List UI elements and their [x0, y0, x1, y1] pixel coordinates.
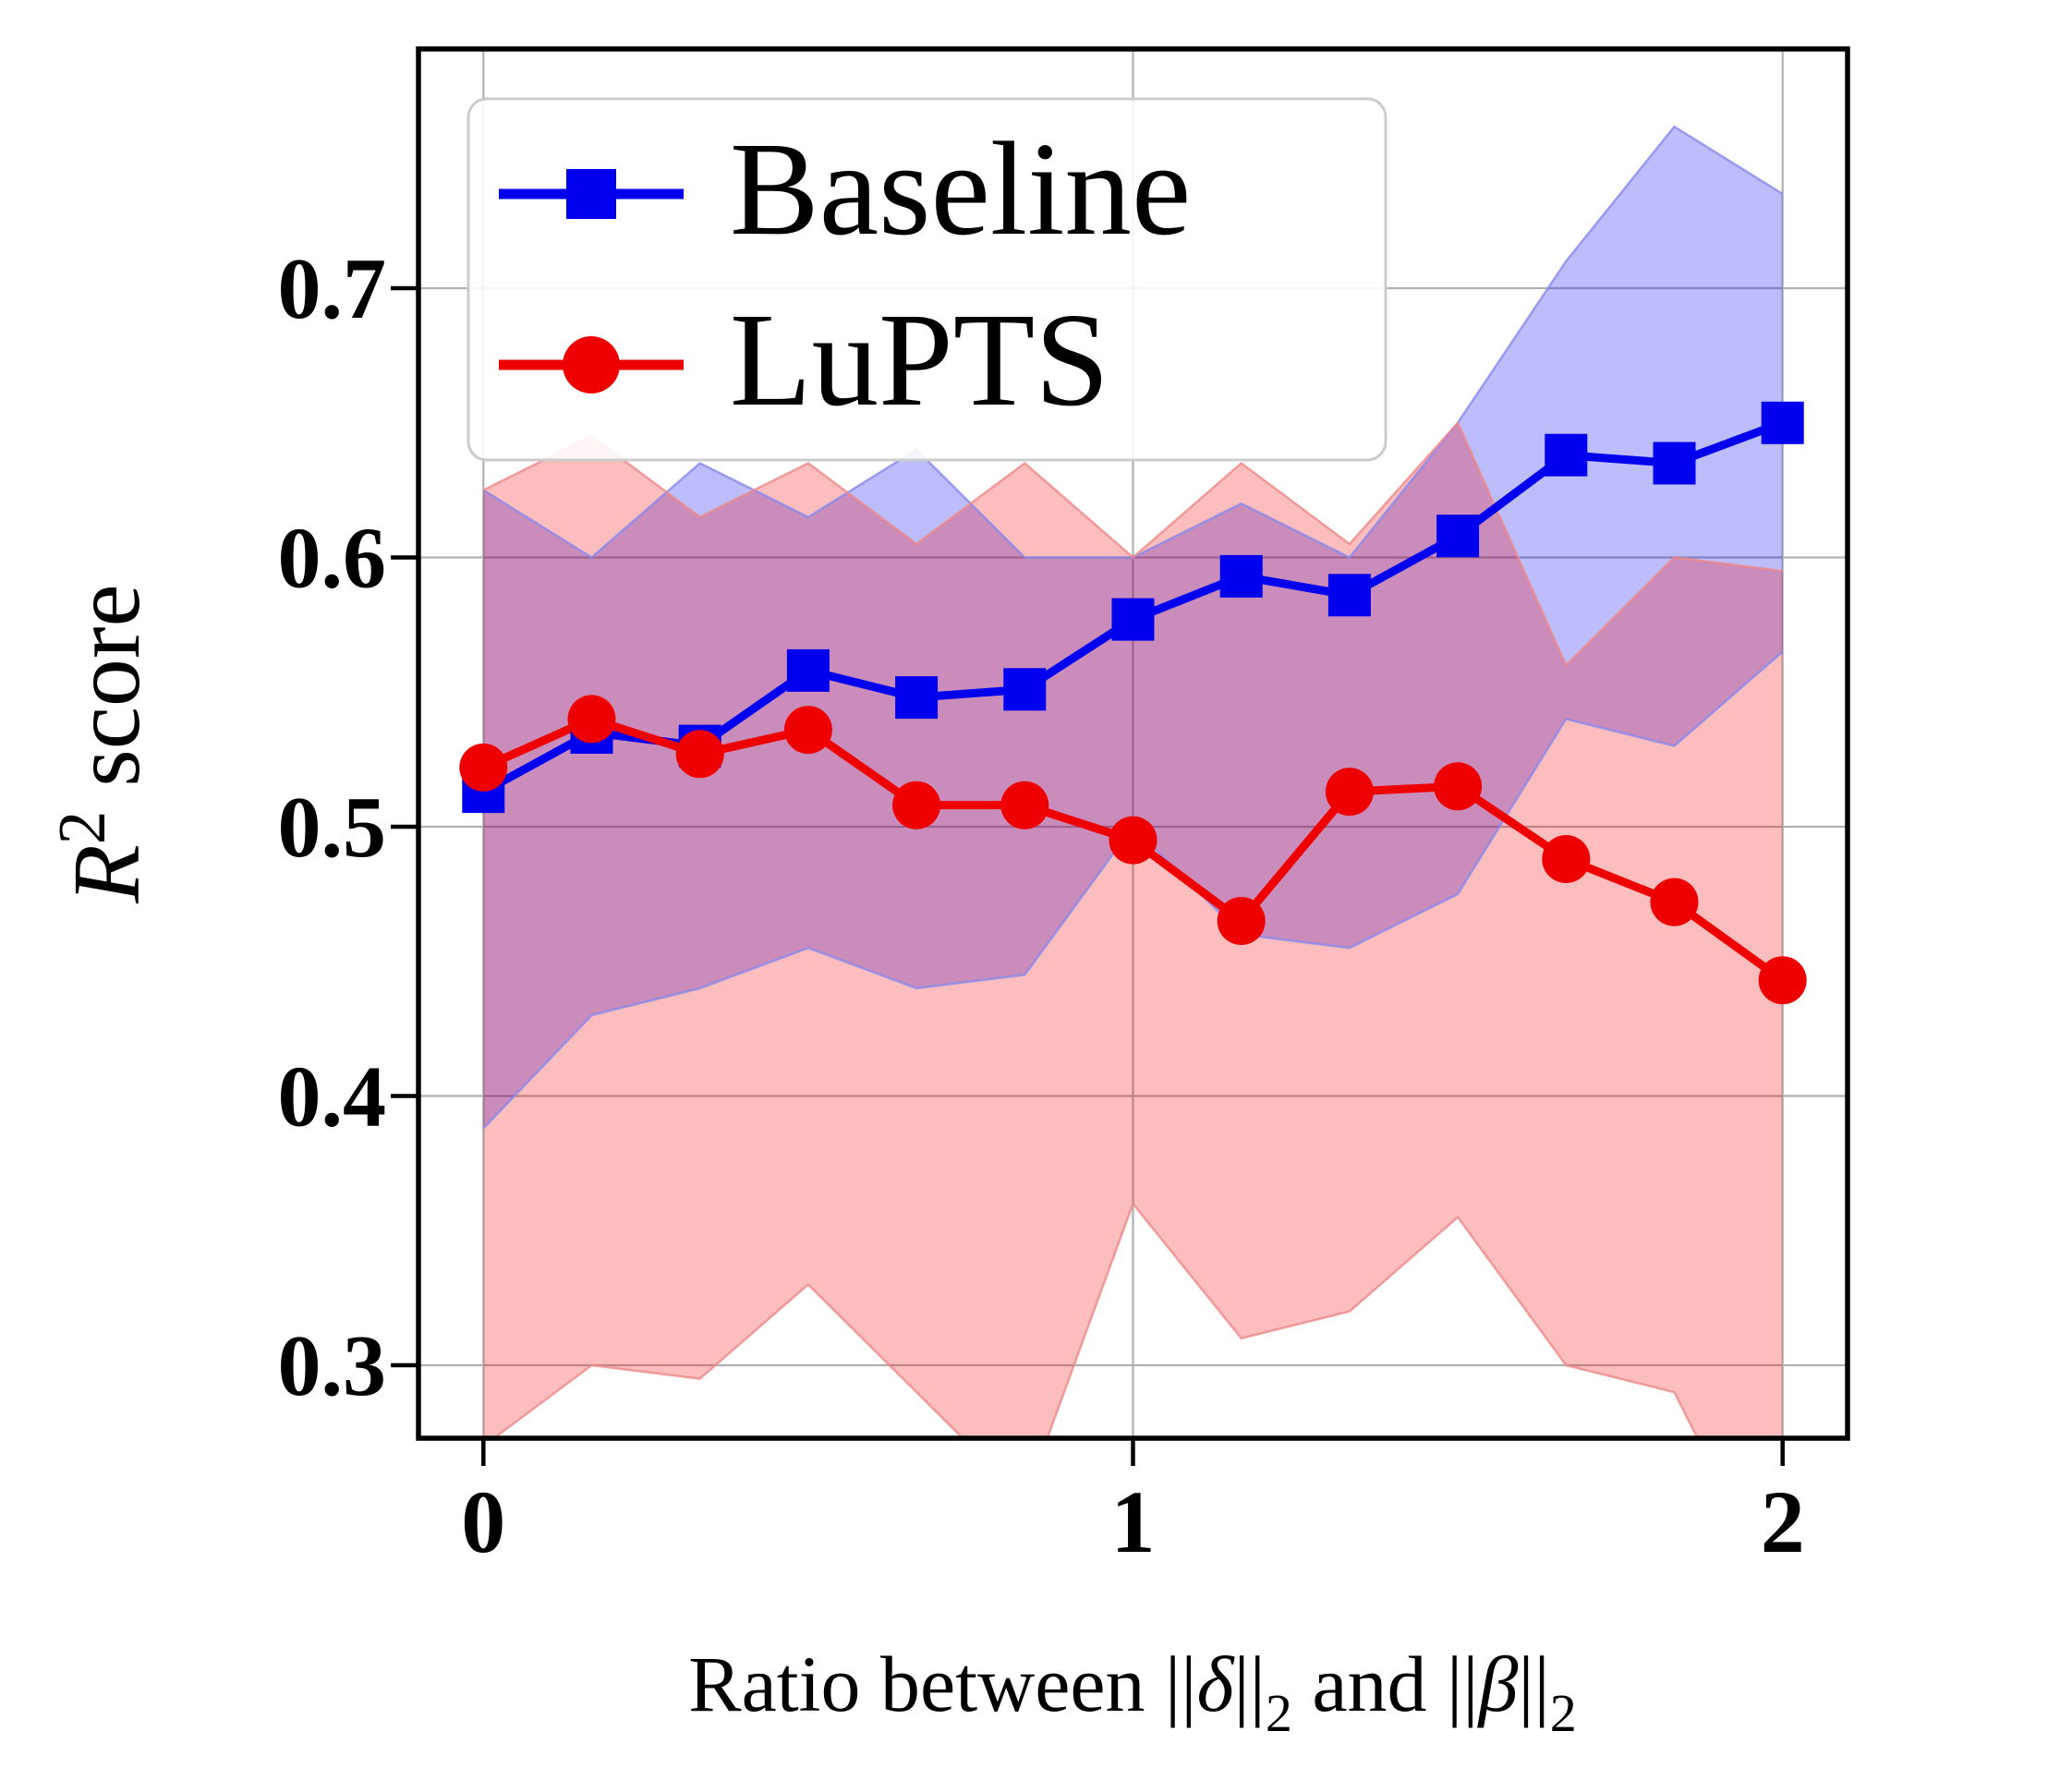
svg-text:0.4: 0.4: [278, 1049, 387, 1145]
svg-text:0.7: 0.7: [278, 241, 387, 337]
svg-text:R2 score: R2 score: [44, 584, 160, 903]
svg-text:Baseline: Baseline: [730, 115, 1191, 263]
svg-text:0: 0: [461, 1472, 505, 1571]
svg-text:LuPTS: LuPTS: [730, 286, 1109, 434]
svg-text:2: 2: [1761, 1472, 1805, 1571]
svg-text:0.5: 0.5: [278, 780, 387, 876]
svg-text:Ratio between ||δ||2 and ||β||: Ratio between ||δ||2 and ||β||2: [688, 1640, 1577, 1743]
svg-text:0.3: 0.3: [278, 1318, 387, 1414]
svg-text:0.6: 0.6: [278, 511, 387, 607]
svg-text:1: 1: [1111, 1472, 1156, 1571]
